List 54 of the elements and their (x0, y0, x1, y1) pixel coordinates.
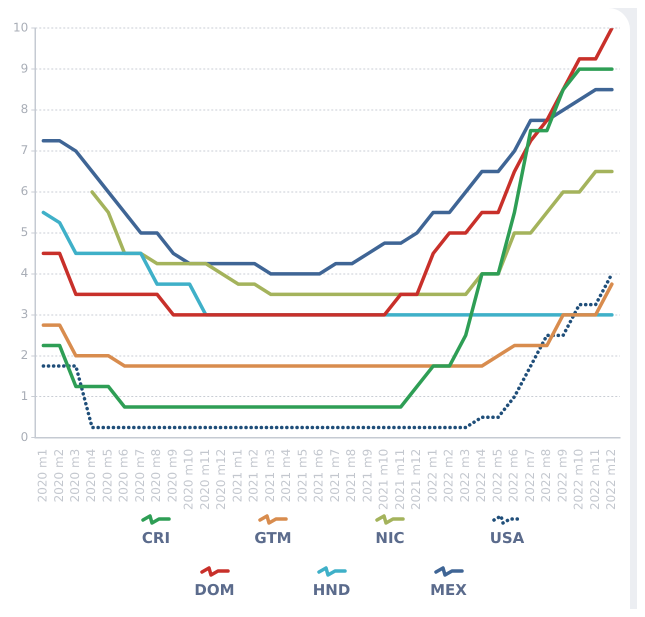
x-tick-label: 2022 m6 (506, 448, 521, 502)
x-tick-label: 2022 m10 (572, 448, 586, 510)
y-tick-label: 1 (20, 388, 28, 403)
y-tick-label: 0 (20, 430, 28, 444)
x-tick-label: 2022 m1 (425, 448, 440, 502)
x-tick-label: 2022 m11 (588, 448, 602, 510)
x-tick-label: 2021 m5 (295, 448, 310, 502)
x-tick-label: 2020 m11 (198, 448, 212, 510)
x-tick-label: 2021 m1 (230, 448, 244, 502)
x-tick-label: 2021 m7 (328, 448, 342, 502)
x-tick-label: 2022 m7 (522, 448, 537, 502)
x-tick-label: 2022 m2 (442, 448, 456, 502)
x-tick-label: 2021 m12 (409, 448, 424, 510)
y-tick-label: 2 (20, 348, 28, 362)
x-tick-label: 2020 m3 (68, 448, 82, 502)
y-tick-label: 5 (20, 225, 28, 240)
x-tick-label: 2020 m4 (84, 448, 98, 502)
x-tick-label: 2021 m6 (312, 448, 326, 502)
x-tick-label: 2022 m5 (490, 448, 504, 502)
y-tick-label: 4 (20, 266, 28, 280)
x-tick-label: 2020 m10 (182, 448, 196, 510)
legend-label: GTM (253, 529, 293, 547)
y-tick-label: 8 (20, 102, 28, 116)
legend-label: DOM (193, 581, 236, 599)
x-tick-label: 2022 m4 (474, 448, 488, 502)
x-tick-label: 2020 m2 (52, 448, 66, 502)
x-tick-label: 2022 m3 (458, 448, 472, 502)
y-tick-label: 10 (12, 20, 28, 34)
legend-label: MEX (429, 581, 468, 599)
legend-label: NIC (374, 529, 406, 547)
x-tick-label: 2022 m8 (539, 448, 554, 502)
y-tick-label: 6 (20, 184, 28, 198)
x-tick-label: 2022 m9 (555, 448, 570, 502)
y-tick-label: 9 (20, 61, 28, 76)
x-tick-label: 2020 m8 (149, 448, 164, 502)
x-tick-label: 2021 m10 (376, 448, 391, 510)
legend-label: HND (312, 581, 352, 599)
y-tick-label: 3 (20, 306, 28, 321)
x-tick-label: 2021 m8 (344, 448, 358, 502)
legend-label: CRI (140, 529, 172, 547)
x-tick-label: 2020 m9 (165, 448, 180, 502)
y-tick-label: 7 (20, 143, 28, 158)
x-tick-label: 2021 m11 (392, 448, 407, 510)
x-tick-label: 2020 m6 (116, 448, 131, 502)
x-tick-label: 2021 m3 (262, 448, 277, 502)
x-tick-label: 2021 m9 (360, 448, 374, 502)
x-tick-label: 2022 m12 (604, 448, 618, 510)
x-tick-label: 2020 m1 (36, 448, 50, 502)
x-tick-label: 2020 m12 (214, 448, 228, 510)
legend-label: USA (488, 529, 526, 547)
x-tick-label: 2021 m4 (279, 448, 294, 502)
x-tick-label: 2020 m5 (100, 448, 114, 502)
x-tick-label: 2020 m7 (132, 448, 147, 502)
x-tick-label: 2021 m2 (246, 448, 261, 502)
